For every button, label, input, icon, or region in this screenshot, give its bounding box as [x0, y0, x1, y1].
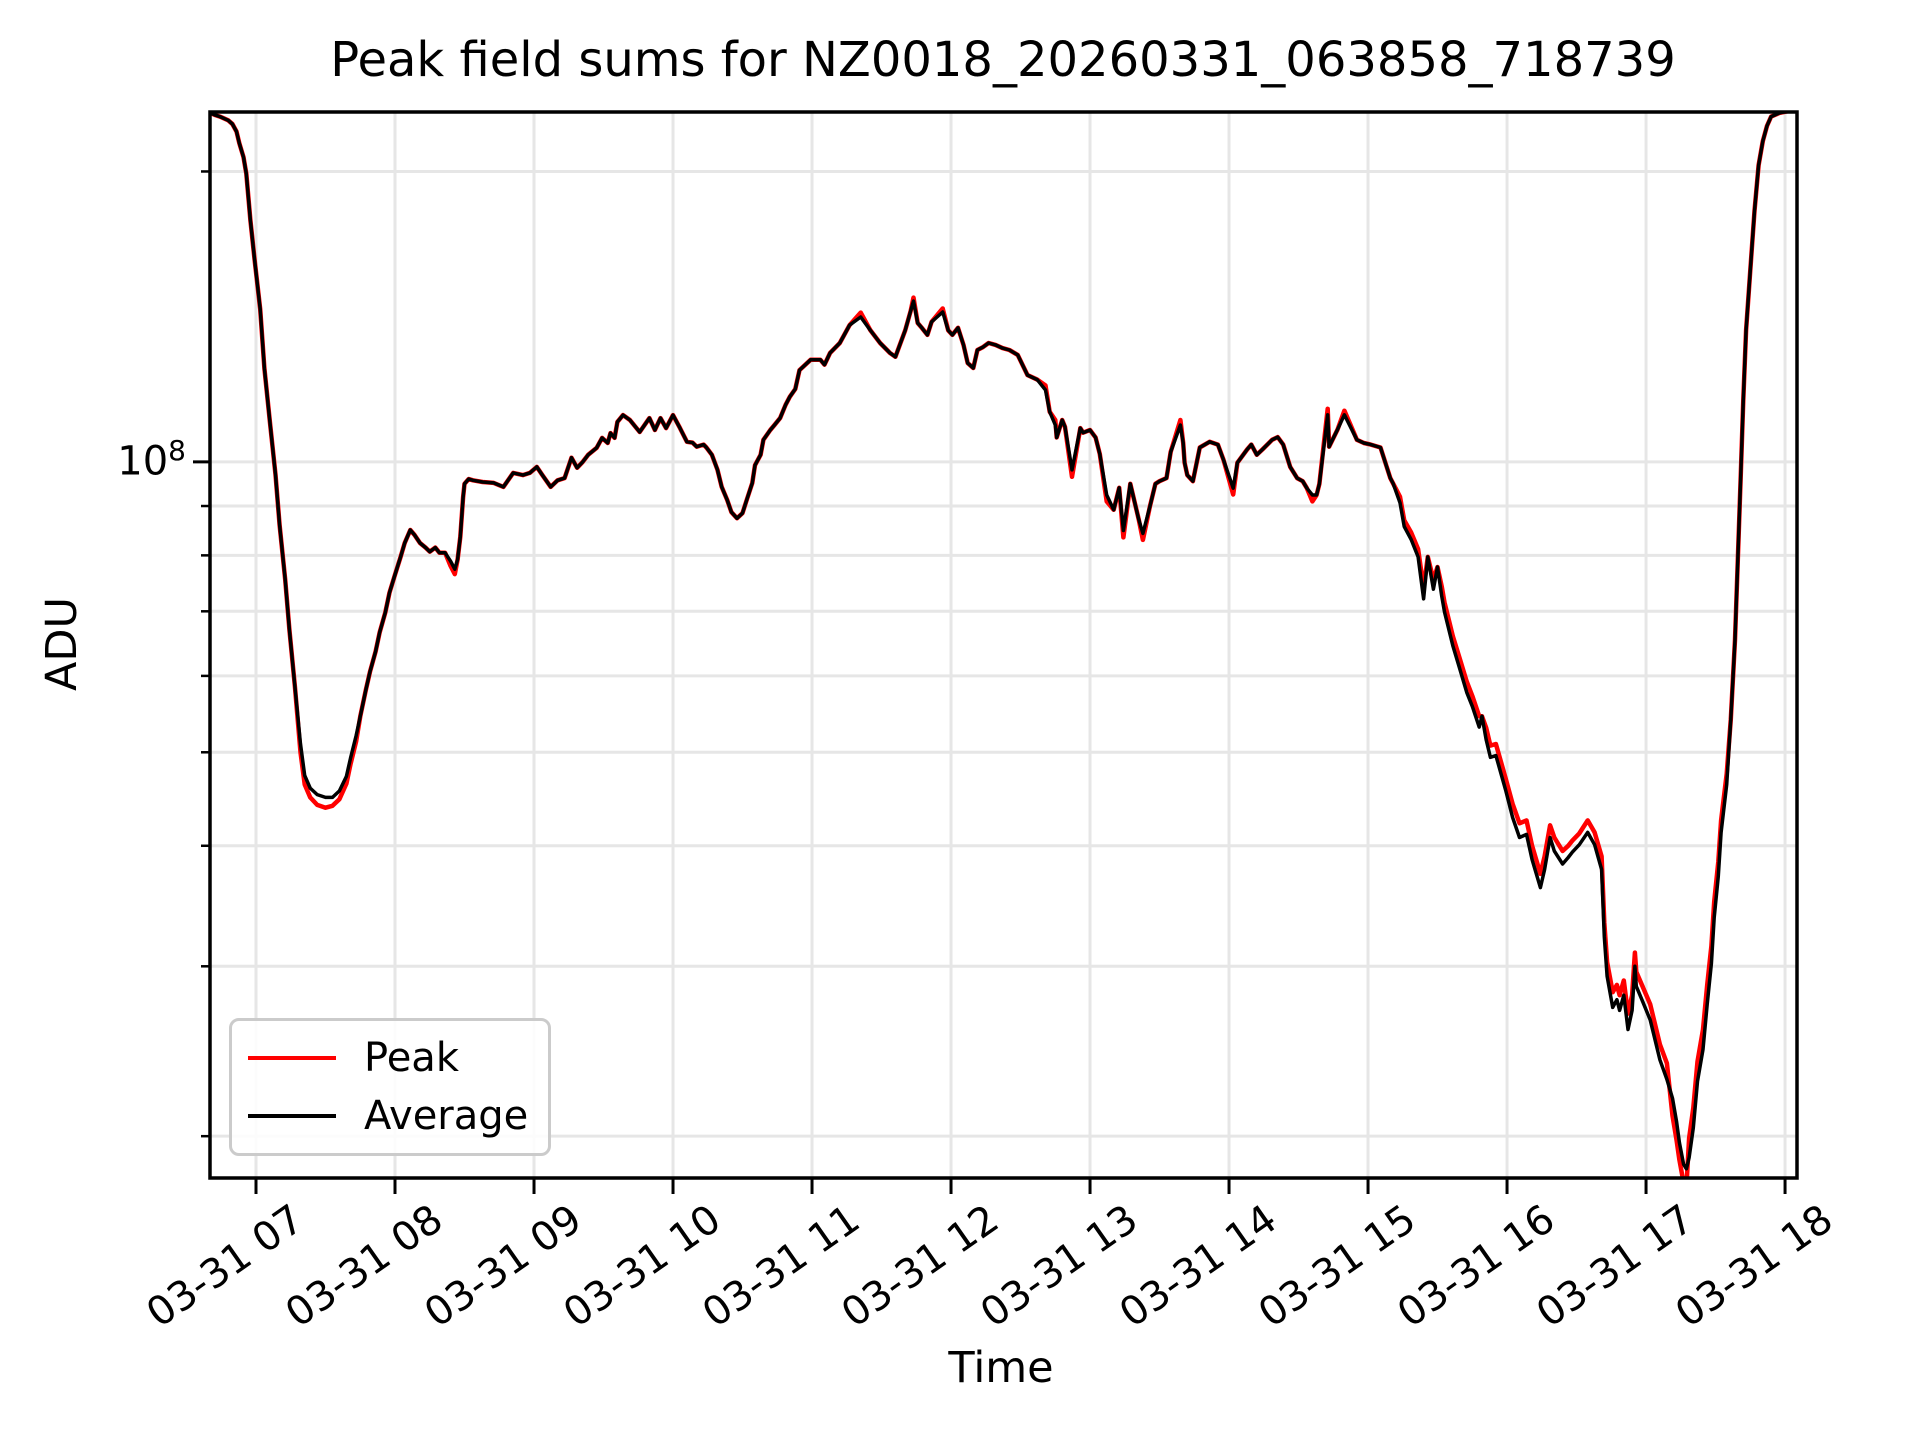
- legend-label-peak: Peak: [364, 1035, 459, 1081]
- chart-title: Peak field sums for NZ0018_20260331_0638…: [330, 32, 1676, 88]
- peak-line-icon: [248, 1056, 336, 1060]
- legend-item-peak: Peak: [248, 1035, 548, 1081]
- legend: Peak Average: [229, 1018, 551, 1156]
- average-line-icon: [248, 1114, 336, 1118]
- legend-label-average: Average: [364, 1093, 529, 1139]
- x-axis-label: Time: [948, 1343, 1054, 1393]
- y-tick-exponent: 8: [168, 434, 186, 467]
- legend-item-average: Average: [248, 1093, 548, 1139]
- y-tick-label: 108: [117, 434, 186, 484]
- y-tick-base: 10: [117, 438, 169, 485]
- y-axis-label: ADU: [37, 597, 87, 691]
